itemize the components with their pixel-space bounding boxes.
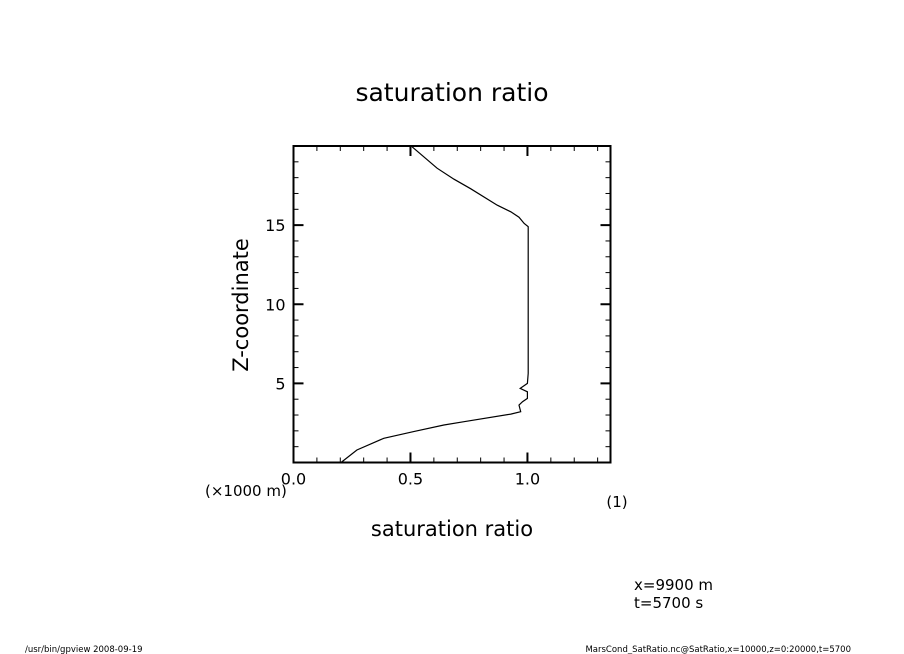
position-t-annotation: t=5700 s — [634, 594, 703, 612]
y-tick-label: 10 — [265, 295, 285, 314]
y-tick-label: 15 — [265, 216, 285, 235]
x-tick-label: 0.5 — [398, 470, 423, 489]
series-line — [340, 146, 529, 463]
y-axis-label: Z-coordinate — [229, 238, 253, 372]
x-axis-label: saturation ratio — [371, 517, 533, 541]
footer-right: MarsCond_SatRatio.nc@SatRatio,x=10000,z=… — [585, 645, 851, 654]
y-tick-label: 5 — [275, 374, 285, 393]
chart-title: saturation ratio — [355, 78, 548, 107]
y-unit-label: (×1000 m) — [205, 482, 287, 500]
footer-left: /usr/bin/gpview 2008-09-19 — [25, 645, 143, 654]
axes — [292, 145, 612, 464]
tick-labels: 0.0 0.5 1.0 5 10 15 — [265, 216, 540, 488]
x-unit-label: (1) — [606, 493, 627, 511]
x-tick-label: 1.0 — [515, 470, 540, 489]
plot-frame — [292, 145, 612, 464]
x-tick-label: 0.0 — [281, 470, 306, 489]
position-x-annotation: x=9900 m — [634, 576, 713, 594]
